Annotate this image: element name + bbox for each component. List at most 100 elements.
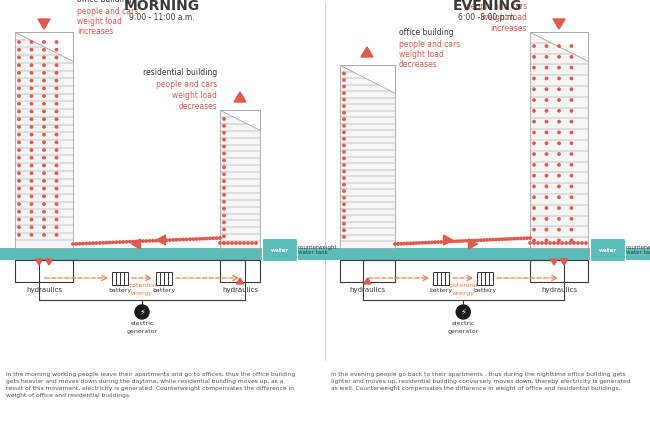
- Circle shape: [533, 164, 535, 166]
- Circle shape: [526, 237, 528, 239]
- Circle shape: [55, 103, 58, 105]
- Text: residential building: residential building: [143, 68, 217, 77]
- Circle shape: [343, 164, 345, 166]
- Circle shape: [545, 185, 548, 188]
- Circle shape: [43, 234, 46, 236]
- Polygon shape: [15, 32, 73, 61]
- Bar: [340, 260, 395, 282]
- Polygon shape: [220, 110, 260, 130]
- Circle shape: [182, 238, 185, 241]
- Circle shape: [558, 229, 560, 231]
- Circle shape: [43, 64, 46, 67]
- Circle shape: [533, 142, 535, 145]
- Circle shape: [533, 196, 535, 198]
- Circle shape: [545, 45, 548, 47]
- Circle shape: [343, 190, 345, 192]
- Circle shape: [18, 180, 20, 182]
- Circle shape: [403, 243, 406, 245]
- Circle shape: [569, 242, 571, 244]
- Circle shape: [437, 241, 439, 243]
- Text: hydraulics: hydraulics: [350, 287, 385, 293]
- Circle shape: [577, 242, 579, 244]
- Circle shape: [223, 159, 225, 162]
- Circle shape: [343, 184, 345, 186]
- Circle shape: [43, 149, 46, 151]
- Circle shape: [18, 64, 20, 67]
- Circle shape: [55, 79, 58, 82]
- Circle shape: [31, 149, 32, 151]
- Circle shape: [533, 153, 535, 155]
- Text: weight load: weight load: [77, 17, 122, 26]
- Circle shape: [43, 156, 46, 159]
- Circle shape: [343, 105, 345, 107]
- Circle shape: [446, 240, 448, 243]
- Text: hydraulics: hydraulics: [26, 287, 62, 293]
- Circle shape: [412, 242, 415, 244]
- Bar: [530, 32, 588, 248]
- Circle shape: [397, 243, 399, 245]
- Circle shape: [142, 240, 144, 243]
- Circle shape: [231, 242, 233, 244]
- Polygon shape: [131, 239, 140, 249]
- Circle shape: [223, 228, 225, 231]
- Circle shape: [251, 242, 254, 244]
- Circle shape: [18, 156, 20, 159]
- Text: office building: office building: [77, 0, 131, 4]
- Circle shape: [223, 235, 225, 237]
- Circle shape: [533, 207, 535, 209]
- Polygon shape: [46, 259, 53, 265]
- Circle shape: [122, 241, 124, 243]
- Text: increases: increases: [491, 24, 527, 33]
- Circle shape: [55, 48, 58, 51]
- Circle shape: [165, 239, 168, 241]
- Circle shape: [155, 240, 158, 242]
- Circle shape: [18, 72, 20, 74]
- Text: In the morning working people leave their apartments and go to offices, thus the: In the morning working people leave thei…: [6, 372, 295, 398]
- Circle shape: [455, 240, 458, 243]
- Text: water: water: [271, 248, 289, 253]
- Circle shape: [517, 237, 519, 240]
- Circle shape: [235, 242, 237, 244]
- Circle shape: [55, 203, 58, 205]
- Circle shape: [343, 131, 345, 134]
- Polygon shape: [361, 47, 373, 57]
- Circle shape: [565, 242, 567, 244]
- Circle shape: [105, 241, 108, 244]
- Circle shape: [18, 134, 20, 136]
- Circle shape: [146, 240, 148, 242]
- Bar: [0, 248, 325, 260]
- Circle shape: [507, 238, 510, 240]
- Circle shape: [43, 195, 46, 198]
- Bar: [112, 272, 128, 285]
- Bar: [220, 110, 260, 248]
- Circle shape: [31, 87, 32, 89]
- Circle shape: [533, 120, 535, 123]
- Circle shape: [545, 77, 548, 80]
- Circle shape: [227, 242, 229, 244]
- Circle shape: [541, 242, 543, 244]
- Circle shape: [243, 242, 245, 244]
- Circle shape: [55, 149, 58, 151]
- Circle shape: [561, 242, 563, 244]
- Circle shape: [537, 242, 540, 244]
- Circle shape: [18, 110, 20, 113]
- Circle shape: [31, 118, 32, 120]
- Circle shape: [533, 242, 535, 244]
- Text: counterweight
water tank: counterweight water tank: [298, 245, 337, 255]
- Circle shape: [558, 218, 560, 220]
- Circle shape: [196, 238, 198, 240]
- Circle shape: [545, 142, 548, 145]
- Circle shape: [483, 239, 485, 241]
- Circle shape: [18, 126, 20, 128]
- Circle shape: [570, 110, 573, 112]
- FancyBboxPatch shape: [263, 238, 298, 262]
- Circle shape: [43, 164, 46, 167]
- Circle shape: [92, 242, 94, 244]
- Circle shape: [192, 238, 194, 240]
- Circle shape: [558, 67, 560, 69]
- Circle shape: [343, 125, 345, 127]
- Circle shape: [112, 241, 114, 243]
- Circle shape: [31, 203, 32, 205]
- Polygon shape: [237, 278, 244, 284]
- Circle shape: [43, 79, 46, 82]
